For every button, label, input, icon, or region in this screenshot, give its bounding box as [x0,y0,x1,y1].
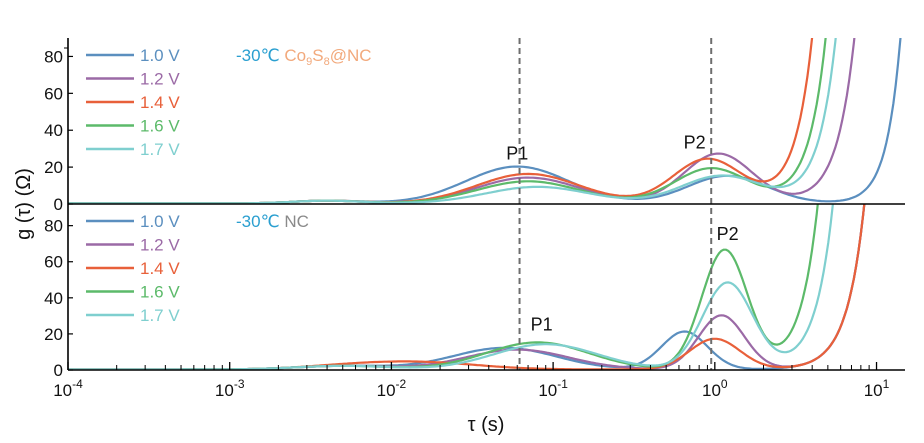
y-axis-label: g (τ) (Ω) [13,168,35,240]
peak-label-bottom: P1 [531,314,553,334]
legend-label-bottom: 1.0 V [140,212,180,231]
legend-label-bottom: 1.4 V [140,259,180,278]
y-axis-unit: (Ω) [13,168,35,196]
x-tick-exponent: 0 [721,377,728,391]
material-label-part: Co [284,46,306,65]
curves-top [68,38,902,204]
y-tick-label-bottom: 0 [54,361,63,380]
temperature-label: -30℃ [236,212,284,231]
series-line-bottom-2 [68,204,866,370]
panel-bottom: 0 20 40 60 80 1.0 V 1.2 V 1.4 V 1.6 V 1.7 V -30℃ N… [44,204,866,380]
series-line-bottom-3 [68,204,866,370]
peak-label-top: P1 [506,144,528,164]
y-tick-label-bottom: 20 [44,325,63,344]
x-tick-base: 10 [702,381,721,400]
x-tick-base: 10 [377,381,396,400]
y-tick-label-bottom: 40 [44,289,63,308]
legend-label-top: 1.2 V [140,70,180,89]
x-tick-label: 10-1 [538,377,568,400]
peak-label-bottom: P2 [717,224,739,244]
x-axis-unit: (s) [481,414,504,436]
series-line-bottom-4 [68,204,819,370]
peak-label-top: P2 [684,133,706,153]
legend-label-bottom: 1.6 V [140,283,180,302]
series-line-bottom-5 [68,204,835,370]
legend-label-top: 1.0 V [140,46,180,65]
legend-label-bottom: 1.7 V [140,306,180,325]
x-tick-label: 10-3 [215,377,245,400]
x-tick-exponent: 1 [883,377,890,391]
x-tick-label: 100 [702,377,728,400]
y-axis-variable: g [13,223,35,240]
panel-annotation-bottom: -30℃ NC [236,212,309,231]
x-tick-exponent: -1 [557,377,568,391]
x-tick-exponent: -3 [234,377,245,391]
x-tick-base: 10 [53,381,72,400]
panel-annotation-top: -30℃ Co9S8@NC [236,46,372,68]
material-label-part: @NC [330,46,372,65]
panel-top: 0 20 40 60 80 1.0 V 1.2 V 1.4 V 1.6 V 1.7 V -30℃ C… [44,38,902,214]
y-tick-label-top: 20 [44,158,63,177]
legend-label-top: 1.6 V [140,117,180,136]
y-tick-label-top: 0 [54,195,63,214]
material-label: NC [284,212,309,231]
x-tick-label: 101 [864,377,890,400]
y-tick-label-top: 60 [44,84,63,103]
y-tick-label-top: 40 [44,121,63,140]
material-subscript: 8 [324,56,330,68]
material-label-part: S [312,46,323,65]
x-tick-base: 10 [864,381,883,400]
temperature-label: -30℃ [236,46,284,65]
x-tick-base: 10 [215,381,234,400]
legend-label-top: 1.7 V [140,140,180,159]
x-tick-exponent: -2 [396,377,407,391]
y-tick-label-bottom: 80 [44,217,63,236]
y-tick-label-top: 80 [44,47,63,66]
x-tick-exponent: -4 [72,377,83,391]
x-axis-label: τ (s) [468,414,505,436]
y-axis-argument: (τ) [13,196,35,223]
x-axis-variable: τ [468,414,481,436]
series-line-bottom-1 [68,204,866,370]
curves-bottom [68,204,866,370]
legend-label-top: 1.4 V [140,93,180,112]
x-tick-label: 10-2 [377,377,407,400]
x-tick-label: 10-4 [53,377,83,400]
material-subscript: 9 [306,56,312,68]
y-tick-label-bottom: 60 [44,253,63,272]
x-tick-base: 10 [538,381,557,400]
legend-label-bottom: 1.2 V [140,236,180,255]
